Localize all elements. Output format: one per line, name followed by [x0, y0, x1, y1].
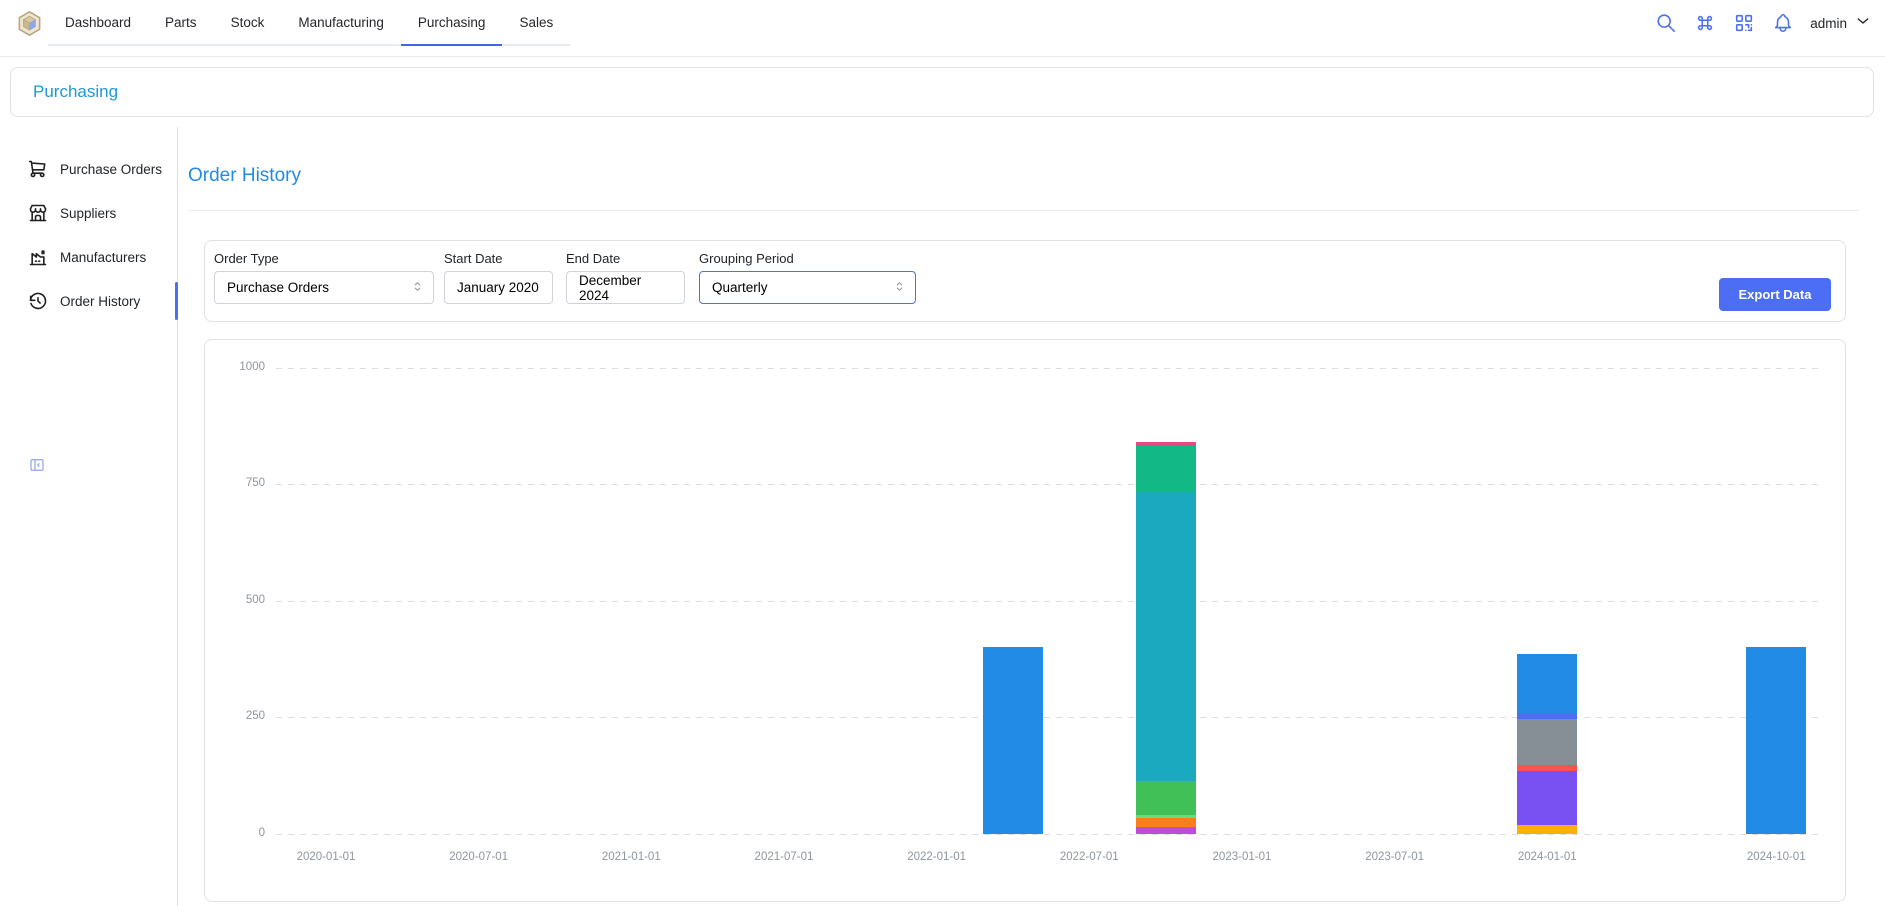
- bar-segment-2024-01-01: [1517, 825, 1577, 834]
- x-axis-tick-label: 2020-07-01: [429, 851, 529, 863]
- bar-segment-2024-01-01: [1517, 719, 1577, 765]
- header-actions: admin: [1654, 0, 1871, 46]
- y-axis-tick-label: 250: [213, 710, 265, 722]
- bar-segment-2022-10-01: [1136, 492, 1196, 781]
- bell-icon[interactable]: [1771, 11, 1795, 35]
- user-menu[interactable]: admin: [1810, 13, 1871, 34]
- bar-segment-2024-01-01: [1517, 654, 1577, 713]
- bar-segment-2022-10-01: [1136, 818, 1196, 827]
- y-gridline: [276, 368, 1821, 369]
- page-title: Order History: [188, 165, 301, 187]
- sidebar: Purchase Orders Suppliers Manufacturers …: [0, 127, 178, 906]
- bar-segment-2024-10-01: [1746, 647, 1806, 834]
- y-axis-tick-label: 0: [213, 827, 265, 839]
- x-axis-tick-label: 2020-01-01: [276, 851, 376, 863]
- grouping-period-select[interactable]: Quarterly: [699, 271, 916, 304]
- start-date-label: Start Date: [444, 251, 553, 266]
- y-gridline: [276, 834, 1821, 835]
- x-axis-tick-label: 2022-07-01: [1039, 851, 1139, 863]
- qrcode-icon[interactable]: [1732, 11, 1756, 35]
- bar-segment-2022-10-01: [1136, 446, 1196, 492]
- sidebar-item-suppliers[interactable]: Suppliers: [0, 191, 177, 235]
- y-axis-tick-label: 750: [213, 477, 265, 489]
- factory-icon: [28, 247, 48, 267]
- sidebar-item-purchase-orders[interactable]: Purchase Orders: [0, 147, 177, 191]
- tab-stock[interactable]: Stock: [214, 0, 282, 46]
- breadcrumb-purchasing-link[interactable]: Purchasing: [33, 82, 118, 102]
- main-nav: Dashboard Parts Stock Manufacturing Purc…: [48, 0, 570, 46]
- x-axis-tick-label: 2024-01-01: [1497, 851, 1597, 863]
- username: admin: [1810, 16, 1847, 31]
- bar-segment-2024-01-01: [1517, 765, 1577, 771]
- y-axis-tick-label: 1000: [213, 361, 265, 373]
- main-panel: Order History Order Type Purchase Orders…: [178, 127, 1885, 906]
- tab-manufacturing[interactable]: Manufacturing: [281, 0, 401, 46]
- history-icon: [28, 291, 48, 311]
- bar-segment-2022-10-01: [1136, 781, 1196, 815]
- tab-sales[interactable]: Sales: [502, 0, 570, 46]
- collapse-sidebar-icon[interactable]: [29, 457, 45, 473]
- x-axis-tick-label: 2024-10-01: [1726, 851, 1826, 863]
- x-axis-tick-label: 2023-01-01: [1192, 851, 1292, 863]
- tab-parts[interactable]: Parts: [148, 0, 214, 46]
- bar-segment-2022-04-01: [983, 647, 1043, 834]
- filter-bar: Order Type Purchase Orders Start Date Ja…: [204, 240, 1846, 322]
- bar-segment-2022-10-01: [1136, 815, 1196, 818]
- search-icon[interactable]: [1654, 11, 1678, 35]
- sidebar-item-order-history[interactable]: Order History: [0, 279, 177, 323]
- end-date-input[interactable]: December 2024: [566, 271, 685, 304]
- tab-dashboard[interactable]: Dashboard: [48, 0, 148, 46]
- chevron-down-icon: [1855, 13, 1871, 34]
- x-axis-tick-label: 2021-07-01: [734, 851, 834, 863]
- bar-segment-2022-10-01: [1136, 442, 1196, 447]
- bar-segment-2024-01-01: [1517, 713, 1577, 719]
- title-divider: [188, 210, 1859, 211]
- x-axis-tick-label: 2023-07-01: [1345, 851, 1445, 863]
- y-gridline: [276, 601, 1821, 602]
- chart-plot: 0 250 500 750 1000 2020-01-01 2020-07-01 2021-0…: [205, 340, 1845, 901]
- sidebar-item-manufacturers[interactable]: Manufacturers: [0, 235, 177, 279]
- command-icon[interactable]: [1693, 11, 1717, 35]
- order-type-label: Order Type: [214, 251, 434, 266]
- y-axis-tick-label: 500: [213, 594, 265, 606]
- tab-purchasing[interactable]: Purchasing: [401, 0, 503, 46]
- breadcrumb: Purchasing: [10, 67, 1874, 117]
- end-date-label: End Date: [566, 251, 685, 266]
- bar-segment-2022-10-01: [1136, 827, 1196, 834]
- x-axis-tick-label: 2021-01-01: [581, 851, 681, 863]
- x-axis-tick-label: 2022-01-01: [887, 851, 987, 863]
- order-type-select[interactable]: Purchase Orders: [214, 271, 434, 304]
- start-date-input[interactable]: January 2020: [444, 271, 553, 304]
- shopping-cart-icon: [28, 159, 48, 179]
- y-gridline: [276, 484, 1821, 485]
- selector-updown-icon: [411, 280, 424, 296]
- selector-updown-icon: [893, 280, 906, 296]
- building-store-icon: [28, 203, 48, 223]
- bar-segment-2024-01-01: [1517, 771, 1577, 825]
- order-history-chart-card: 0 250 500 750 1000 2020-01-01 2020-07-01 2021-0…: [204, 339, 1846, 902]
- export-data-button[interactable]: Export Data: [1719, 278, 1831, 311]
- grouping-period-label: Grouping Period: [699, 251, 916, 266]
- y-gridline: [276, 717, 1821, 718]
- top-navbar: Dashboard Parts Stock Manufacturing Purc…: [0, 0, 1885, 57]
- app-logo-icon[interactable]: [16, 10, 43, 37]
